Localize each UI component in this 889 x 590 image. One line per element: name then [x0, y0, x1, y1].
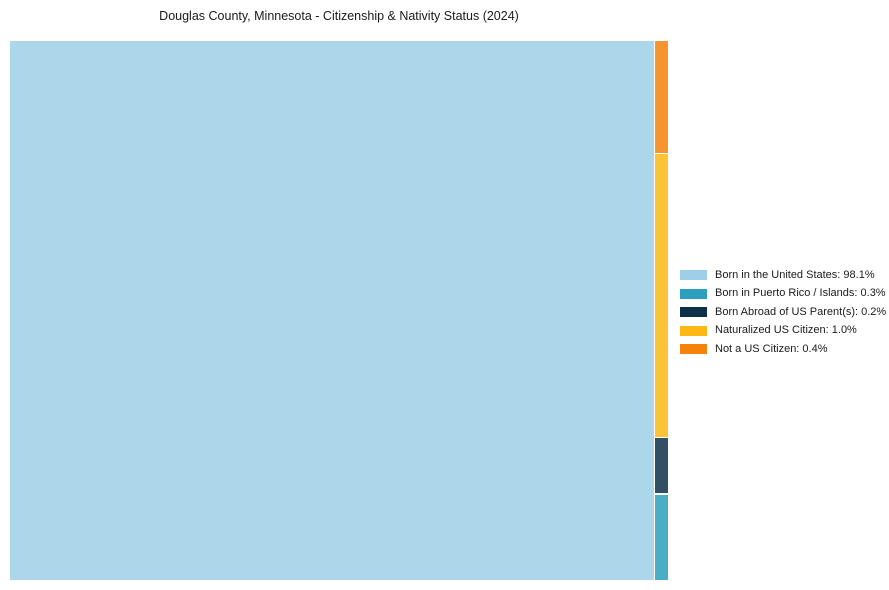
legend: Born in the United States: 98.1% Born in … [680, 266, 886, 359]
legend-label-not-a-us-citizen: Not a US Citizen: 0.4% [715, 342, 828, 355]
legend-row-born-in-the-united-states: Born in the United States: 98.1% [680, 266, 886, 285]
treemap-block-born-in-the-united-states [10, 41, 654, 580]
legend-swatch-not-a-us-citizen [680, 344, 707, 355]
treemap [10, 41, 668, 580]
legend-row-naturalized-us-citizen: Naturalized US Citizen: 1.0% [680, 322, 886, 341]
legend-swatch-born-in-the-united-states [680, 270, 707, 281]
legend-label-naturalized-us-citizen: Naturalized US Citizen: 1.0% [715, 324, 857, 337]
legend-label-born-in-puerto-rico-islands: Born in Puerto Rico / Islands: 0.3% [715, 287, 886, 300]
legend-row-born-in-puerto-rico-islands: Born in Puerto Rico / Islands: 0.3% [680, 285, 886, 304]
chart-title: Douglas County, Minnesota - Citizenship … [159, 9, 519, 23]
treemap-block-born-in-puerto-rico-islands [655, 494, 668, 580]
treemap-block-naturalized-us-citizen [655, 154, 668, 437]
treemap-block-not-a-us-citizen [655, 41, 668, 153]
legend-row-not-a-us-citizen: Not a US Citizen: 0.4% [680, 340, 886, 359]
legend-swatch-born-in-puerto-rico-islands [680, 288, 707, 299]
legend-label-born-in-the-united-states: Born in the United States: 98.1% [715, 268, 875, 281]
legend-swatch-naturalized-us-citizen [680, 325, 707, 336]
legend-label-born-abroad-of-us-parent-s: Born Abroad of US Parent(s): 0.2% [715, 305, 887, 318]
treemap-block-born-abroad-of-us-parent-s [655, 438, 668, 494]
legend-swatch-born-abroad-of-us-parent-s [680, 307, 707, 318]
legend-row-born-abroad-of-us-parent-s: Born Abroad of US Parent(s): 0.2% [680, 303, 886, 322]
